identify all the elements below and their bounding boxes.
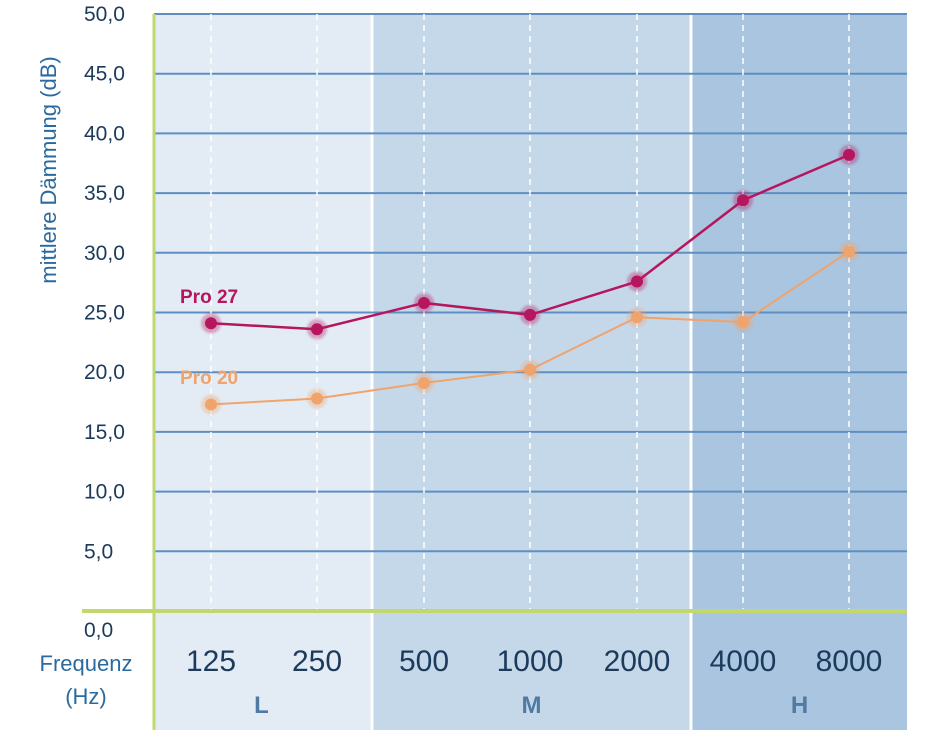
y-tick-label: 5,0 <box>84 540 113 563</box>
band-label-m: M <box>522 692 542 719</box>
series-label-pro-20: Pro 20 <box>180 368 238 389</box>
series-label-pro-27: Pro 27 <box>180 287 238 308</box>
y-tick-label: 15,0 <box>84 421 125 444</box>
data-point <box>524 308 536 321</box>
y-tick-label: 20,0 <box>84 361 125 384</box>
y-tick-label: 0,0 <box>84 619 113 642</box>
band-label-h: H <box>791 692 808 719</box>
y-tick-label: 40,0 <box>84 122 125 145</box>
y-tick-label: 35,0 <box>84 182 125 205</box>
x-axis-unit-label: (Hz) <box>65 684 107 709</box>
y-tick-label: 45,0 <box>84 63 125 86</box>
axes <box>82 14 907 730</box>
x-tick-label: 4000 <box>710 645 777 678</box>
data-point <box>311 392 323 405</box>
data-point <box>631 311 643 324</box>
data-point <box>843 245 855 258</box>
data-point <box>418 376 430 389</box>
data-point <box>205 317 217 330</box>
data-point <box>311 323 323 336</box>
y-tick-label: 30,0 <box>84 242 125 265</box>
y-tick-label: 25,0 <box>84 302 125 325</box>
data-point <box>737 316 749 329</box>
y-axis-label: mittlere Dämmung (dB) <box>36 56 61 283</box>
x-tick-label: 250 <box>292 645 342 678</box>
data-point <box>631 275 643 288</box>
x-tick-label: 500 <box>399 645 449 678</box>
data-point <box>843 148 855 161</box>
series <box>201 144 859 415</box>
x-tick-label: 1000 <box>497 645 564 678</box>
x-tick-label: 125 <box>186 645 236 678</box>
x-tick-label: 8000 <box>816 645 883 678</box>
y-tick-label: 10,0 <box>84 481 125 504</box>
labels: L M H 0,0 5,0 10,0 15,0 20,0 25,0 30,0 35,0 40,0 45,… <box>36 3 882 719</box>
data-point <box>737 194 749 207</box>
x-axis-label: Frequenz <box>40 651 133 676</box>
y-tick-label: 50,0 <box>84 3 125 26</box>
x-tick-label: 2000 <box>604 645 671 678</box>
data-point <box>524 363 536 376</box>
data-point <box>418 296 430 309</box>
band-label-l: L <box>254 692 269 719</box>
data-point <box>205 398 217 411</box>
